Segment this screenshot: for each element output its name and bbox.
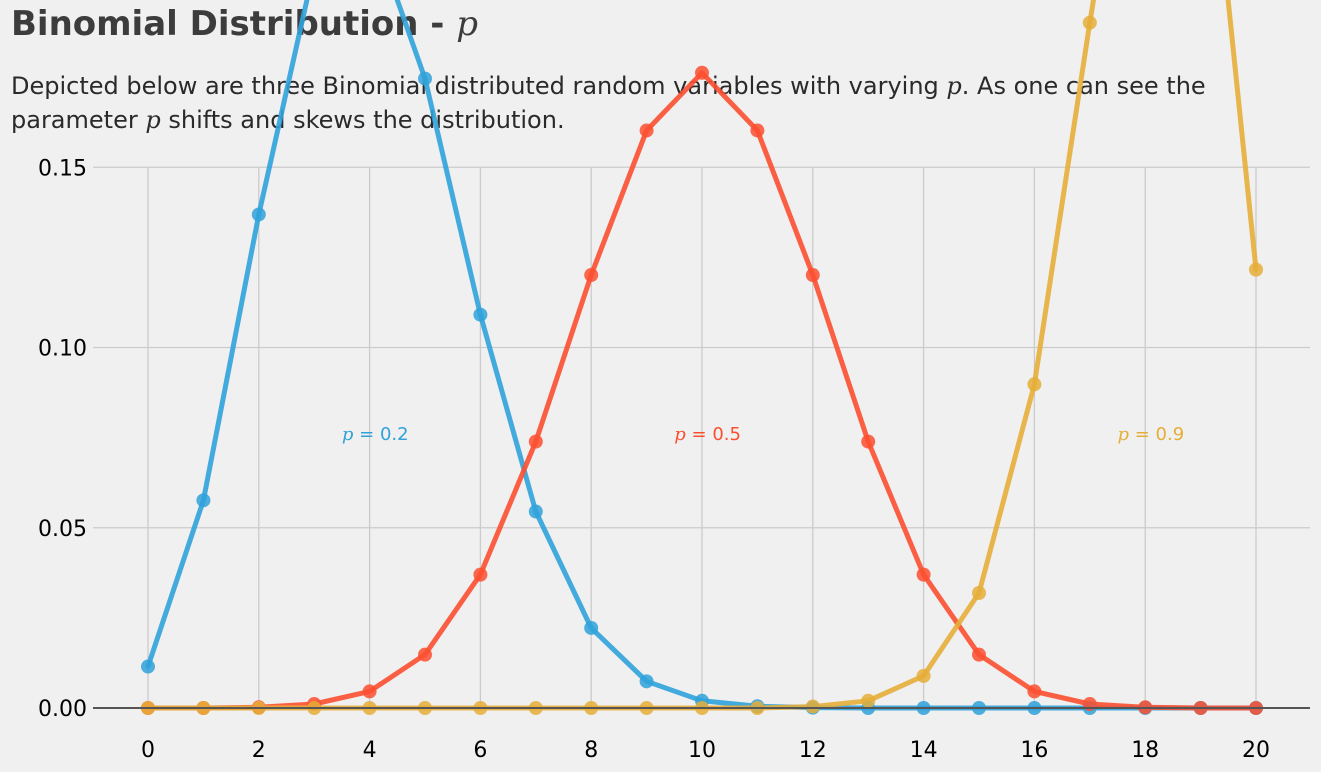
y-tick-label: 0.15 bbox=[38, 156, 87, 181]
chart-subtitle: Depicted below are three Binomial distri… bbox=[11, 69, 1301, 137]
x-tick-label: 14 bbox=[910, 738, 938, 763]
series-1-point bbox=[418, 71, 432, 86]
x-tick-label: 2 bbox=[252, 738, 266, 763]
x-tick-label: 0 bbox=[141, 738, 155, 763]
series-label-2: p = 0.5 bbox=[674, 424, 741, 445]
series-3-point bbox=[916, 668, 931, 683]
x-tick-label: 8 bbox=[584, 738, 598, 763]
x-tick-label: 20 bbox=[1242, 738, 1270, 763]
series-3-point bbox=[1027, 377, 1042, 392]
series-2-point bbox=[528, 434, 543, 449]
y-tick-label: 0.20 bbox=[38, 0, 87, 1]
series-2-point bbox=[639, 123, 654, 138]
chart-title-text: Binomial Distribution - bbox=[11, 4, 457, 44]
series-3-point bbox=[972, 586, 986, 601]
series-1-point bbox=[473, 307, 488, 322]
subtitle-text-part2: . As one can see the parameter bbox=[11, 72, 1206, 134]
series-1-point bbox=[639, 674, 654, 689]
subtitle-text-part3: shifts and skews the distribution. bbox=[160, 106, 565, 134]
series-2-point bbox=[695, 65, 709, 80]
subtitle-parameter-1: p bbox=[946, 72, 962, 100]
series-3-point bbox=[1249, 262, 1263, 277]
x-tick-label: 10 bbox=[688, 738, 716, 763]
x-tick-label: 6 bbox=[473, 738, 487, 763]
chart-title-parameter: p bbox=[456, 4, 479, 44]
series-2-point bbox=[861, 434, 876, 449]
series-1-point bbox=[251, 207, 266, 222]
series-2-point bbox=[473, 567, 488, 582]
series-2-point bbox=[418, 647, 432, 662]
subtitle-parameter-2: p bbox=[145, 106, 161, 134]
series-label-3: p = 0.9 bbox=[1118, 424, 1185, 445]
series-2-point bbox=[362, 684, 377, 699]
y-tick-label: 0.10 bbox=[38, 337, 87, 362]
series-3-point bbox=[861, 693, 876, 708]
series-3-point bbox=[805, 699, 820, 714]
series-2-point bbox=[750, 123, 765, 138]
series-1-point bbox=[196, 493, 211, 508]
x-tick-label: 12 bbox=[799, 738, 827, 763]
subtitle-text-part1: Depicted below are three Binomial distri… bbox=[11, 72, 947, 100]
x-tick-label: 16 bbox=[1020, 738, 1048, 763]
series-3-point bbox=[1082, 15, 1097, 30]
series-1-point bbox=[141, 659, 155, 674]
y-tick-label: 0.05 bbox=[38, 517, 87, 542]
series-1-point bbox=[584, 620, 599, 635]
series-1-point bbox=[528, 504, 543, 519]
chart-title: Binomial Distribution - p bbox=[11, 4, 478, 44]
y-tick-label: 0.00 bbox=[38, 697, 87, 722]
series-2-point bbox=[916, 567, 931, 582]
x-tick-label: 18 bbox=[1131, 738, 1159, 763]
series-2-point bbox=[972, 647, 986, 662]
series-2-point bbox=[805, 268, 820, 283]
series-2-point bbox=[584, 268, 599, 283]
series-2-point bbox=[1027, 684, 1042, 699]
series-label-1: p = 0.2 bbox=[342, 424, 409, 445]
x-tick-label: 4 bbox=[363, 738, 377, 763]
